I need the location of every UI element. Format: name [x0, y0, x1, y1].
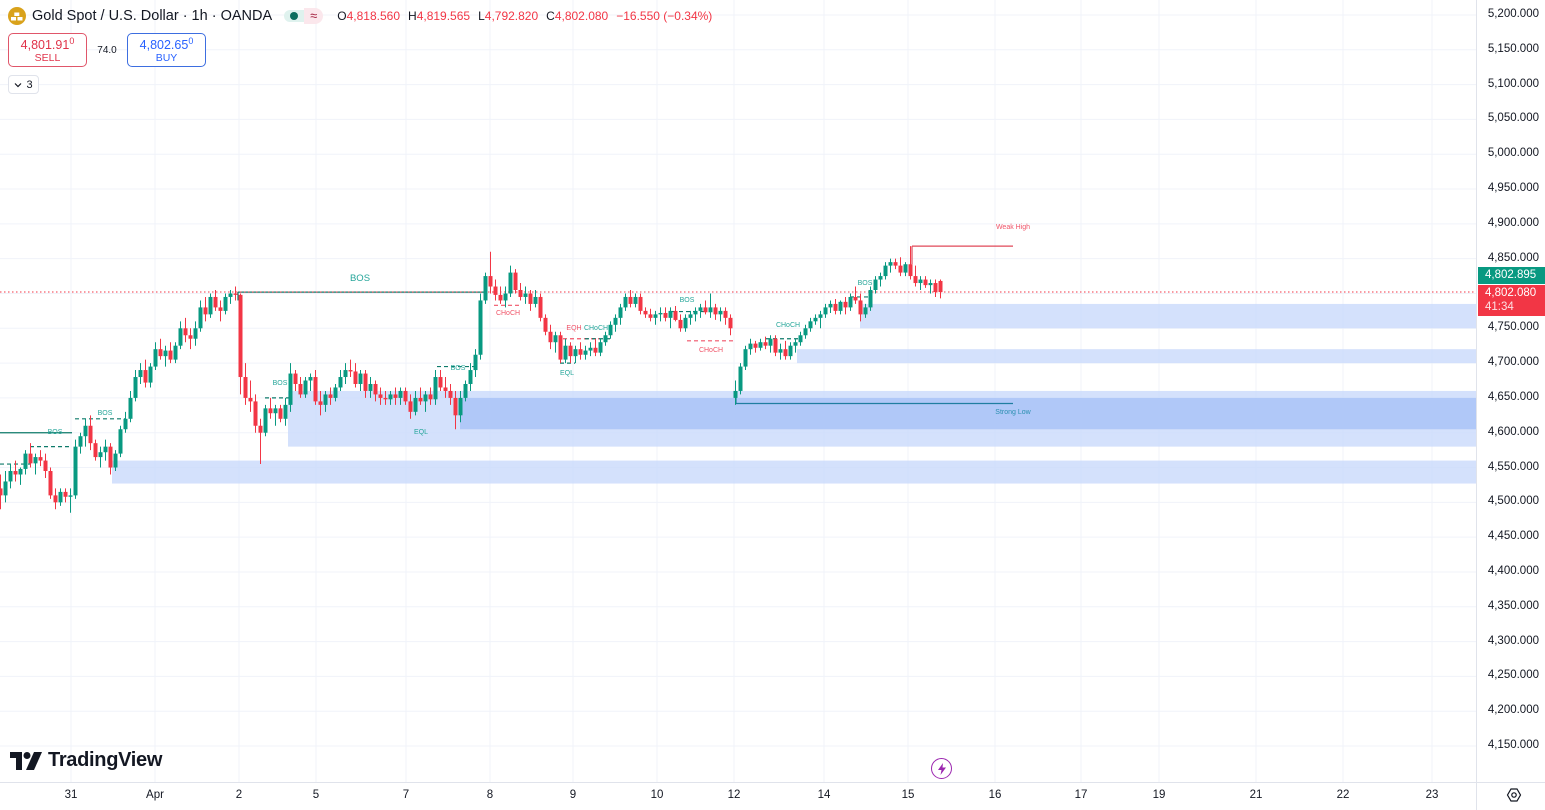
- price-axis-label: 4,150.000: [1487, 739, 1539, 751]
- demand-zone-3-inner: [460, 397, 1476, 430]
- time-axis-label: 7: [402, 789, 410, 801]
- price-axis-label: 4,300.000: [1487, 634, 1539, 647]
- time-axis-label: 23: [1425, 789, 1439, 801]
- symbol-legend: Gold Spot / U.S. Dollar · 1h · OANDA ≈ O…: [8, 7, 712, 25]
- price-axis-label: 5,150.000: [1487, 42, 1539, 55]
- price-axis-label: 5,100.000: [1487, 77, 1539, 90]
- last-price-badge: 4,802.080 41:34: [1478, 285, 1545, 316]
- time-axis-label: 19: [1152, 789, 1166, 801]
- structure-label: BOS: [97, 410, 113, 418]
- structure-label: BOS: [679, 296, 695, 304]
- structure-label: BOS: [857, 280, 873, 288]
- price-axis-label: 4,200.000: [1487, 704, 1539, 717]
- time-axis-label: 17: [1074, 789, 1088, 801]
- price-axis-label: 4,450.000: [1487, 530, 1539, 543]
- demand-zone-4: [112, 460, 1476, 484]
- price-axis-label: 4,550.000: [1487, 460, 1539, 473]
- sell-button[interactable]: 4,801.910 SELL: [8, 33, 87, 67]
- tradingview-logo[interactable]: TradingView: [10, 749, 162, 772]
- time-axis-label: 5: [312, 789, 320, 801]
- high-label: H: [408, 9, 417, 23]
- price-axis-label: 4,700.000: [1487, 356, 1539, 369]
- low-value: 4,792.820: [484, 9, 539, 23]
- chevron-down-icon: [15, 82, 22, 87]
- indicators-count: 3: [26, 78, 33, 91]
- time-axis-label: 10: [650, 789, 664, 801]
- open-value: 4,818.560: [346, 9, 401, 23]
- structure-label: Weak High: [995, 223, 1031, 231]
- structure-label: EQL: [413, 429, 429, 437]
- buy-button[interactable]: 4,802.650 BUY: [127, 33, 206, 67]
- spread-value: 74.0: [97, 44, 117, 56]
- price-axis-label: 5,050.000: [1487, 112, 1539, 125]
- price-axis-label: 4,750.000: [1487, 321, 1539, 334]
- sell-label: SELL: [34, 52, 61, 65]
- market-open-dot-icon: [290, 12, 299, 20]
- time-axis-label: Apr: [146, 789, 164, 801]
- time-axis-label: 22: [1336, 789, 1350, 801]
- price-axis-label: 4,500.000: [1487, 495, 1539, 508]
- price-axis-label: 4,850.000: [1487, 251, 1539, 264]
- time-axis-label: 14: [817, 789, 831, 801]
- bid-price-badge: 4,802.895: [1478, 267, 1545, 284]
- buy-label: BUY: [155, 52, 178, 65]
- time-axis-label: 8: [486, 789, 494, 801]
- delayed-data-wave-icon: ≈: [304, 8, 324, 24]
- buy-price-pipette: 0: [188, 35, 194, 46]
- price-axis-label: 5,200.000: [1487, 8, 1539, 20]
- lightning-bolt-icon[interactable]: [931, 758, 952, 779]
- structure-label: EQH: [566, 325, 582, 333]
- indicators-toggle-button[interactable]: 3: [8, 75, 39, 94]
- structure-label: CHoCH: [775, 321, 801, 329]
- structure-label: CHoCH: [583, 325, 609, 333]
- last-price-value: 4,802.080: [1485, 287, 1537, 299]
- demand-zone-2: [797, 349, 1476, 364]
- change-value: −16.550 (−0.34%): [616, 9, 713, 23]
- structure-label: BOS: [47, 429, 63, 437]
- time-axis-label: 2: [235, 789, 243, 801]
- sell-price: 4,801.91: [20, 38, 70, 53]
- sell-price-pipette: 0: [69, 35, 75, 46]
- candles: [0, 246, 943, 513]
- time-axis-label: 12: [727, 789, 741, 801]
- ohlc-values: O4,818.560 H4,819.565 L4,792.820 C4,802.…: [337, 9, 712, 23]
- gold-bars-icon: [8, 7, 26, 25]
- time-axis-label: 15: [901, 789, 915, 801]
- buy-price: 4,802.65: [139, 38, 189, 53]
- high-value: 4,819.565: [416, 9, 471, 23]
- structure-label: CHoCH: [495, 310, 521, 318]
- price-axis-label: 5,000.000: [1487, 147, 1539, 160]
- time-axis-label: 21: [1249, 789, 1263, 801]
- market-status[interactable]: ≈: [284, 8, 324, 24]
- price-axis-label: 4,900.000: [1487, 216, 1539, 229]
- structure-label: EQL: [559, 369, 575, 377]
- settings-gear-icon[interactable]: [1506, 787, 1522, 803]
- close-value: 4,802.080: [554, 9, 609, 23]
- price-axis-label: 4,350.000: [1487, 599, 1539, 612]
- time-axis-label: 9: [569, 789, 577, 801]
- structure-label: BOS: [349, 273, 371, 285]
- price-axis-label: 4,950.000: [1487, 182, 1539, 195]
- time-axis-label: 31: [64, 789, 78, 801]
- structure-label: CHoCH: [698, 346, 724, 354]
- bar-countdown: 41:34: [1485, 301, 1514, 313]
- tradingview-logo-icon: [10, 751, 42, 770]
- price-axis-label: 4,400.000: [1487, 564, 1539, 577]
- structure-label: Strong Low: [995, 408, 1031, 416]
- structure-label: BOS: [272, 379, 288, 387]
- price-axis-label: 4,600.000: [1487, 425, 1539, 438]
- open-label: O: [337, 9, 347, 23]
- close-label: C: [546, 9, 555, 23]
- time-axis-label: 16: [988, 789, 1002, 801]
- trade-panel: 4,801.910 SELL 74.0 4,802.650 BUY: [8, 33, 206, 67]
- symbol-title[interactable]: Gold Spot / U.S. Dollar · 1h · OANDA: [32, 8, 273, 24]
- price-axis-label: 4,650.000: [1487, 390, 1539, 403]
- demand-zone-1: [860, 303, 1476, 329]
- structure-label: BOS: [450, 365, 466, 373]
- low-label: L: [478, 9, 485, 23]
- price-axis-label: 4,250.000: [1487, 669, 1539, 682]
